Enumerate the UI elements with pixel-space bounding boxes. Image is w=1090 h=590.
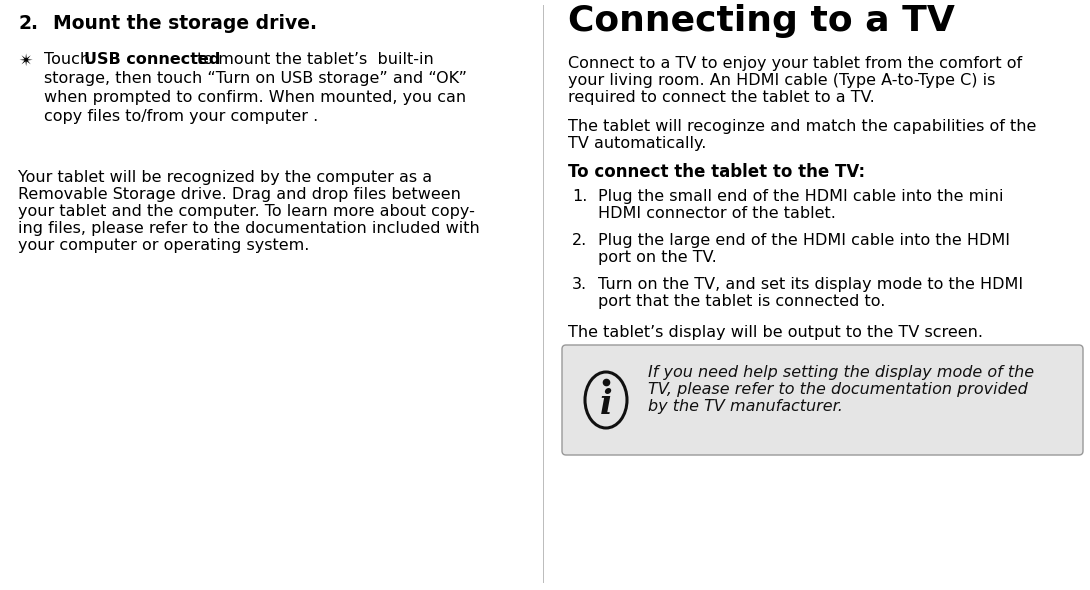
Text: required to connect the tablet to a TV.: required to connect the tablet to a TV. bbox=[568, 90, 875, 105]
Text: Plug the small end of the HDMI cable into the mini: Plug the small end of the HDMI cable int… bbox=[598, 189, 1004, 204]
Text: Removable Storage drive. Drag and drop files between: Removable Storage drive. Drag and drop f… bbox=[19, 187, 461, 202]
Text: If you need help setting the display mode of the: If you need help setting the display mod… bbox=[647, 365, 1034, 380]
Text: The tablet’s display will be output to the TV screen.: The tablet’s display will be output to t… bbox=[568, 325, 983, 340]
Text: when prompted to confirm. When mounted, you can: when prompted to confirm. When mounted, … bbox=[44, 90, 467, 105]
Text: 2.: 2. bbox=[572, 233, 588, 248]
Text: TV automatically.: TV automatically. bbox=[568, 136, 706, 151]
Text: To connect the tablet to the TV:: To connect the tablet to the TV: bbox=[568, 163, 865, 181]
Text: TV, please refer to the documentation provided: TV, please refer to the documentation pr… bbox=[647, 382, 1028, 397]
Text: Touch: Touch bbox=[44, 52, 95, 67]
Text: i: i bbox=[600, 388, 613, 421]
Text: Plug the large end of the HDMI cable into the HDMI: Plug the large end of the HDMI cable int… bbox=[598, 233, 1010, 248]
Text: copy files to/from your computer .: copy files to/from your computer . bbox=[44, 109, 318, 124]
Text: 3.: 3. bbox=[572, 277, 588, 292]
Text: port that the tablet is connected to.: port that the tablet is connected to. bbox=[598, 294, 885, 309]
Text: Connecting to a TV: Connecting to a TV bbox=[568, 4, 955, 38]
Text: port on the TV.: port on the TV. bbox=[598, 250, 717, 265]
Text: Turn on the TV, and set its display mode to the HDMI: Turn on the TV, and set its display mode… bbox=[598, 277, 1024, 292]
FancyBboxPatch shape bbox=[562, 345, 1083, 455]
Text: 1.: 1. bbox=[572, 189, 588, 204]
Text: your computer or operating system.: your computer or operating system. bbox=[19, 238, 310, 253]
Text: The tablet will recoginze and match the capabilities of the: The tablet will recoginze and match the … bbox=[568, 119, 1037, 134]
Text: by the TV manufacturer.: by the TV manufacturer. bbox=[647, 399, 843, 414]
Text: USB connected: USB connected bbox=[84, 52, 220, 67]
Text: 2.: 2. bbox=[19, 14, 38, 33]
Text: ✴: ✴ bbox=[19, 52, 33, 70]
Text: Connect to a TV to enjoy your tablet from the comfort of: Connect to a TV to enjoy your tablet fro… bbox=[568, 56, 1022, 71]
Text: storage, then touch “Turn on USB storage” and “OK”: storage, then touch “Turn on USB storage… bbox=[44, 71, 467, 86]
Text: Mount the storage drive.: Mount the storage drive. bbox=[40, 14, 317, 33]
Ellipse shape bbox=[585, 372, 627, 428]
Text: your living room. An HDMI cable (Type A-to-Type C) is: your living room. An HDMI cable (Type A-… bbox=[568, 73, 995, 88]
Text: HDMI connector of the tablet.: HDMI connector of the tablet. bbox=[598, 206, 836, 221]
Text: your tablet and the computer. To learn more about copy-: your tablet and the computer. To learn m… bbox=[19, 204, 475, 219]
Text: Your tablet will be recognized by the computer as a: Your tablet will be recognized by the co… bbox=[19, 170, 432, 185]
Text: to mount the tablet’s  built-in: to mount the tablet’s built-in bbox=[192, 52, 434, 67]
Text: ing files, please refer to the documentation included with: ing files, please refer to the documenta… bbox=[19, 221, 480, 236]
